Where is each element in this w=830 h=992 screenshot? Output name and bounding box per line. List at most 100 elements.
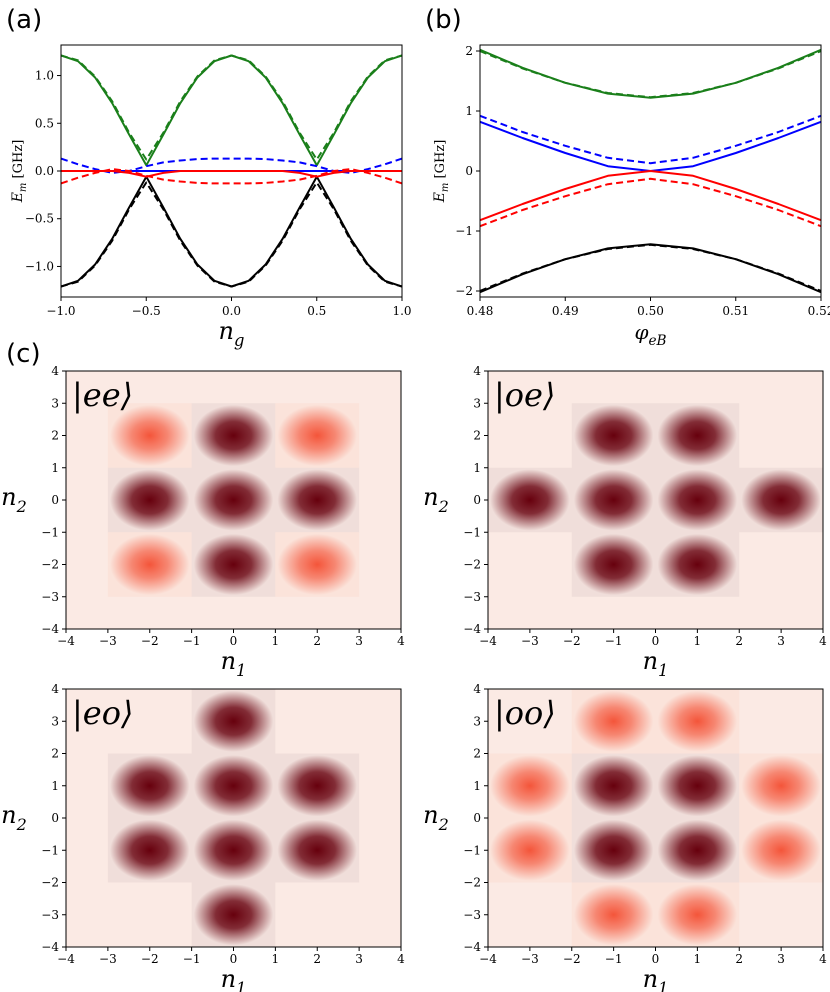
series-line-black-solid: [480, 243, 821, 294]
x-tick-label: 3: [777, 634, 785, 648]
y-axis-label: Em [GHz]: [10, 140, 29, 204]
heatmap-blob: [657, 755, 738, 817]
y-tick-label: 0: [473, 493, 481, 507]
series-line-red-dashed: [480, 177, 821, 228]
x-tick-label: 0.5: [307, 304, 326, 318]
panel-b: (b) 0.48 0.49 0.50 0.51 0.52 −2 −1 0 1 2 φeB Em [GHz…: [425, 5, 830, 349]
y-tick-label: −4: [41, 940, 59, 954]
state-label: |ee⟩: [72, 376, 133, 414]
y-tick-label: −0.5: [25, 212, 54, 226]
x-tick-label: −1: [605, 952, 623, 966]
y-tick-label: 1: [51, 461, 59, 475]
heatmap-blob: [490, 819, 570, 881]
x-tick-label: 1.0: [392, 304, 411, 318]
x-tick-label: 2: [313, 952, 321, 966]
y-tick-label: 0: [51, 811, 59, 825]
y-tick-label: 1: [473, 779, 481, 793]
x-tick-label: 0.50: [637, 304, 664, 318]
y-tick-label: −2: [463, 558, 481, 572]
heatmap-blob: [193, 690, 274, 752]
y-tick-label: −3: [463, 590, 481, 604]
heatmap-blob: [490, 755, 570, 817]
heatmap-blob: [490, 469, 570, 531]
x-tick-label: 0: [230, 952, 238, 966]
y-tick-label: −3: [41, 590, 59, 604]
x-tick-label: 0.48: [467, 304, 494, 318]
y-tick-label: 1.0: [35, 69, 54, 83]
x-tick-label: 4: [397, 634, 405, 648]
series-line-green-dashed: [480, 50, 821, 99]
x-tick-label: −4: [479, 952, 497, 966]
series-line-red-solid: [61, 170, 402, 178]
series-line-black-dashed: [480, 243, 821, 292]
x-axis-label: φeB: [634, 320, 666, 349]
series-line-red-solid: [480, 170, 821, 222]
y-tick-label: −1: [41, 843, 59, 857]
x-tick-label: 2: [313, 634, 321, 648]
y-tick-label: 3: [473, 396, 481, 410]
y-tick-label: −2: [463, 876, 481, 890]
heatmap-blob: [657, 819, 738, 881]
heatmap-blob: [109, 533, 190, 596]
y-tick-label: −4: [463, 940, 481, 954]
y-tick-label: 0: [51, 493, 59, 507]
y-tick-label: 2: [473, 429, 481, 443]
y-tick-label: 1: [51, 779, 59, 793]
y-tick-label: −3: [463, 908, 481, 922]
heatmap-blob: [573, 469, 654, 531]
heatmap-blob: [277, 755, 358, 817]
x-tick-label: −2: [563, 634, 581, 648]
x-tick-label: −0.5: [132, 304, 161, 318]
y-tick-label: 4: [51, 682, 59, 696]
heatmap-blob: [657, 404, 738, 467]
x-tick-label: −1: [605, 634, 623, 648]
heatmap-blob: [193, 404, 274, 467]
heatmap-blob: [193, 819, 274, 881]
heatmap-blob: [741, 819, 821, 881]
x-tick-label: 1: [272, 952, 280, 966]
y-tick-label: 0: [465, 164, 473, 178]
y-tick-label: 2: [465, 44, 473, 58]
x-tick-label: −2: [141, 952, 159, 966]
y-tick-label: 4: [473, 364, 481, 378]
x-tick-label: −2: [563, 952, 581, 966]
y-tick-label: 0.0: [35, 164, 54, 178]
heatmap-blob: [573, 533, 654, 596]
heatmap-3: −4−4 −3 −3 −2 −2 −1 −1 0 0 1 1 2 2 3 3 4 4 |eo⟩ n1 n2: [1, 682, 405, 992]
y-tick-label: 2: [473, 747, 481, 761]
heatmap-blob: [109, 404, 190, 467]
series-line-red-dashed: [61, 168, 402, 185]
y-tick-label: −1: [41, 525, 59, 539]
y-tick-label: 0.5: [35, 116, 54, 130]
heatmap-blob: [109, 469, 190, 531]
series-line-green-dashed: [61, 54, 402, 161]
y-axis-label: n2: [423, 483, 449, 516]
heatmap-blob: [277, 469, 358, 531]
heatmap-blob: [741, 755, 821, 817]
x-axis-label: n1: [643, 965, 669, 992]
heatmap-4: −4−4 −3 −3 −2 −2 −1 −1 0 0 1 1 2 2 3 3 4 4 |oo⟩ n1 n2: [423, 682, 827, 992]
x-tick-label: −4: [479, 634, 497, 648]
heatmap-blob: [109, 755, 190, 817]
x-tick-label: 4: [397, 952, 405, 966]
heatmap-blob: [657, 533, 738, 596]
x-tick-label: −4: [57, 634, 75, 648]
x-axis-label: ng: [219, 317, 245, 350]
y-tick-label: 1: [465, 104, 473, 118]
heatmap-blob: [277, 533, 358, 596]
x-axis-label: n1: [643, 647, 669, 680]
x-tick-label: 0.49: [552, 304, 579, 318]
x-tick-label: 0: [652, 952, 660, 966]
x-tick-label: 3: [777, 952, 785, 966]
y-tick-label: −4: [41, 622, 59, 636]
x-tick-label: −1: [183, 952, 201, 966]
y-tick-label: 4: [473, 682, 481, 696]
panel-a: (a) −1.0 −0.5 0.0 0.5 1.0 −1.0 −0.5 0.0 0.5 1.0 ng E…: [6, 5, 412, 350]
x-tick-label: 2: [735, 634, 743, 648]
heatmap-blob: [573, 884, 654, 946]
series-line-green-solid: [61, 54, 402, 167]
x-axis-label: n1: [221, 965, 247, 992]
series-group: [61, 54, 402, 288]
heatmap-blob: [657, 469, 738, 531]
